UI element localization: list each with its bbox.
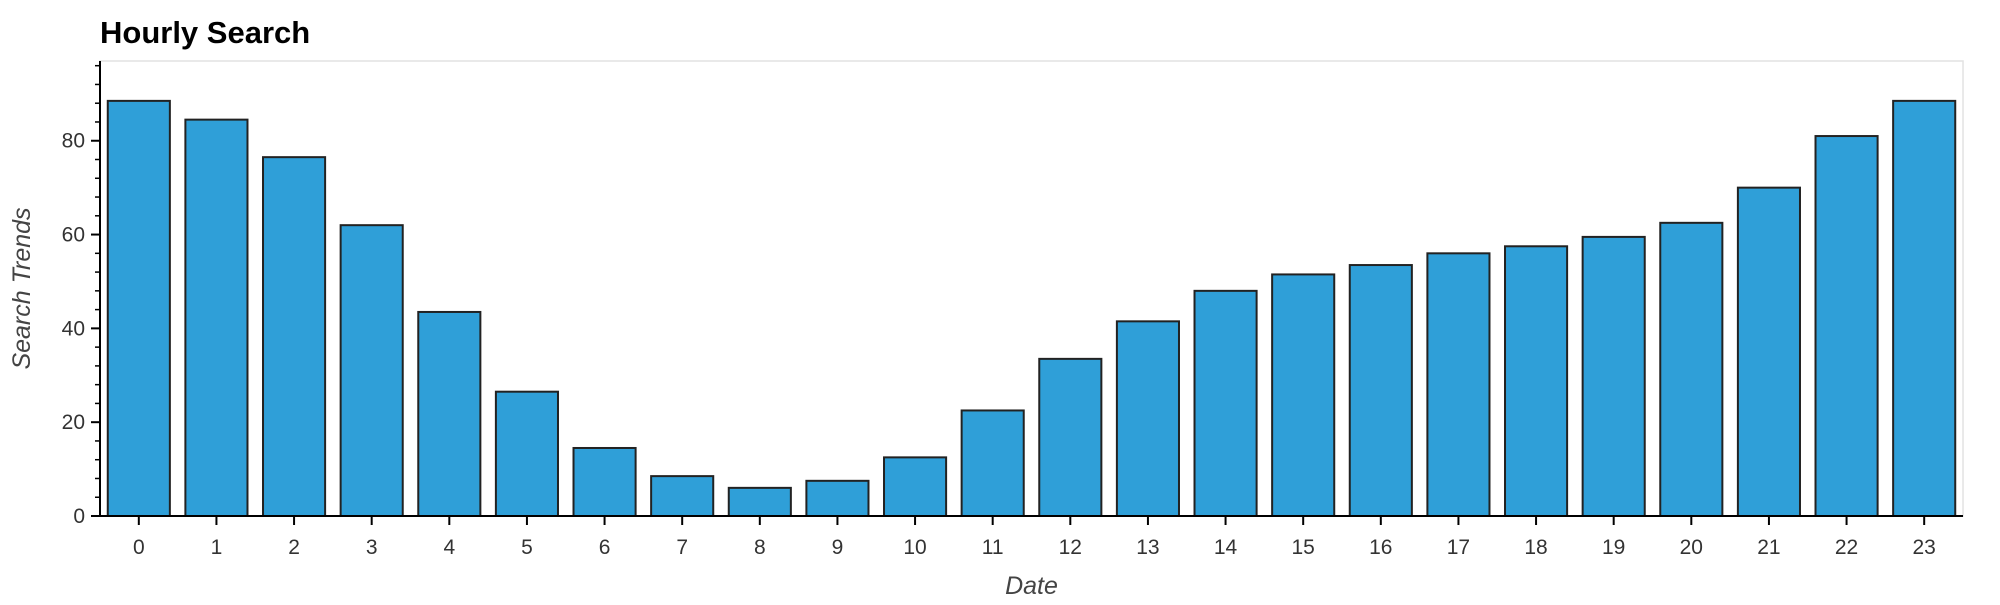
x-axis-label: Date [1005,572,1058,600]
x-tick-label: 13 [1136,536,1159,559]
y-axis: 0 20 40 60 80 [62,61,101,528]
x-tick-label: 8 [754,536,766,559]
bar-18 [1504,245,1569,517]
y-tick-label: 60 [62,224,85,247]
bar-15 [1271,273,1336,517]
bar-7 [650,475,715,518]
x-tick-label: 12 [1059,536,1082,559]
x-tick-label: 3 [366,536,378,559]
x-tick-label: 18 [1524,536,1547,559]
x-tick-label: 19 [1602,536,1625,559]
x-tick-label: 22 [1835,536,1858,559]
x-tick-label: 10 [903,536,926,559]
x-tick-label: 4 [443,536,455,559]
x-tick-label: 2 [288,536,300,559]
x-tick-label: 11 [982,536,1004,559]
y-tick-label: 0 [73,505,85,528]
bar-5 [494,390,559,517]
bar-4 [417,310,482,517]
y-tick-label: 40 [62,317,85,340]
x-tick-label: 6 [599,536,611,559]
x-tick-label: 5 [521,536,533,559]
bar-21 [1736,186,1801,518]
x-tick-label: 0 [133,536,145,559]
bar-9 [805,479,870,517]
bar-19 [1581,235,1646,517]
x-tick-label: 21 [1757,536,1780,559]
x-tick-label: 16 [1369,536,1392,559]
bar-12 [1038,357,1103,518]
bar-6 [572,446,637,517]
bar-1 [184,118,249,517]
bar-0 [106,99,171,518]
bar-14 [1193,289,1258,517]
bars-layer [106,99,1957,518]
y-tick-label: 80 [62,130,85,153]
bar-11 [960,409,1025,518]
bar-8 [727,486,792,518]
x-tick-label: 17 [1447,536,1470,559]
bar-16 [1348,264,1413,517]
bar-3 [339,224,404,517]
bar-22 [1814,135,1879,517]
x-tick-label: 1 [211,536,223,559]
bar-20 [1659,221,1724,517]
x-tick-label: 23 [1913,536,1936,559]
bar-2 [262,156,327,517]
bar-17 [1426,252,1491,517]
x-tick-label: 20 [1680,536,1703,559]
chart-title: Hourly Search [100,15,310,50]
x-axis: 0 1 2 3 4 5 6 7 8 9 10 11 12 13 14 15 16 17 18 19 20 21 22 23 [100,515,1963,559]
x-tick-label: 9 [832,536,844,559]
bar-10 [883,456,948,517]
x-tick-label: 15 [1292,536,1315,559]
bar-13 [1115,320,1180,517]
y-axis-label: Search Trends [8,207,36,369]
x-tick-label: 7 [676,536,688,559]
bar-23 [1892,99,1957,518]
y-tick-label: 20 [62,411,85,434]
x-tick-label: 14 [1214,536,1238,559]
